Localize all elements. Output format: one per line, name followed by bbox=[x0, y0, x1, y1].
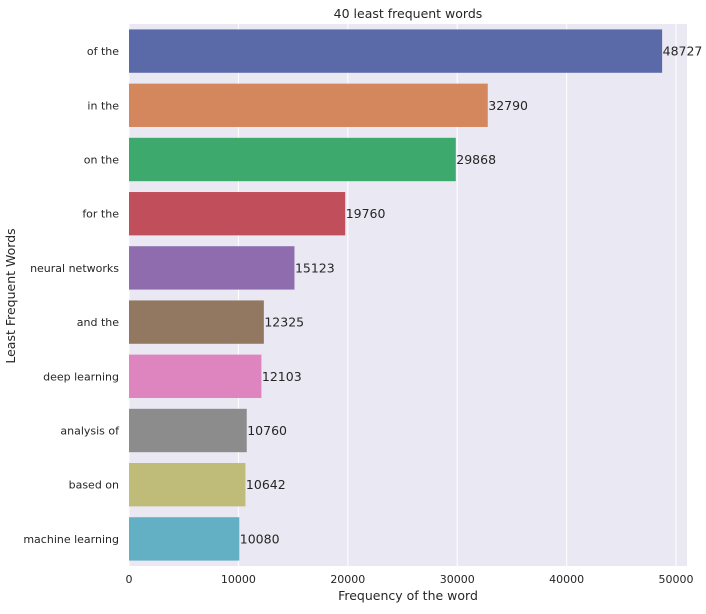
data-labels: 48727 32790 29868 19760 15123 12325 12103 10760… bbox=[240, 44, 703, 547]
chart-title: 40 least frequent words bbox=[334, 6, 483, 21]
y-tick-label: deep learning bbox=[43, 370, 119, 383]
bar-value-label: 19760 bbox=[346, 206, 386, 221]
x-tick-label: 50000 bbox=[659, 573, 694, 586]
bar-value-label: 29868 bbox=[456, 152, 496, 167]
bar-value-label: 12103 bbox=[262, 369, 302, 384]
y-tick-label: and the bbox=[77, 316, 119, 329]
bar-value-label: 32790 bbox=[488, 98, 528, 113]
y-tick-label: in the bbox=[87, 99, 119, 112]
y-tick-label: of the bbox=[87, 45, 119, 58]
x-tick-label: 20000 bbox=[330, 573, 365, 586]
bar bbox=[129, 517, 240, 561]
bar bbox=[129, 354, 262, 398]
bars bbox=[129, 29, 663, 561]
y-tick-label: analysis of bbox=[60, 425, 120, 438]
y-tick-label: on the bbox=[84, 154, 119, 167]
bar bbox=[129, 300, 264, 344]
y-tick-label: neural networks bbox=[30, 262, 119, 275]
x-axis-label: Frequency of the word bbox=[338, 588, 478, 603]
x-tick-label: 10000 bbox=[221, 573, 256, 586]
bar-value-label: 15123 bbox=[295, 260, 335, 275]
bar bbox=[129, 83, 488, 127]
y-tick-label: for the bbox=[82, 208, 119, 221]
bar bbox=[129, 408, 247, 453]
y-axis-label: Least Frequent Words bbox=[3, 228, 18, 363]
bar-value-label: 12325 bbox=[264, 315, 304, 330]
x-tick-label: 40000 bbox=[549, 573, 584, 586]
bar-value-label: 10642 bbox=[246, 477, 286, 492]
bar bbox=[129, 29, 663, 73]
bar-value-label: 48727 bbox=[663, 44, 703, 59]
bar bbox=[129, 137, 456, 182]
x-tick-labels: 0 10000 20000 30000 40000 50000 bbox=[126, 573, 694, 586]
y-tick-label: based on bbox=[69, 479, 119, 492]
bar-value-label: 10080 bbox=[240, 531, 280, 546]
y-tick-label: machine learning bbox=[23, 533, 119, 546]
bar bbox=[129, 192, 346, 236]
x-tick-label: 0 bbox=[126, 573, 133, 586]
bar bbox=[129, 463, 246, 507]
y-tick-labels: of the in the on the for the neural networks… bbox=[23, 45, 120, 546]
bar bbox=[129, 246, 295, 290]
bar-value-label: 10760 bbox=[247, 423, 287, 438]
x-tick-label: 30000 bbox=[440, 573, 475, 586]
